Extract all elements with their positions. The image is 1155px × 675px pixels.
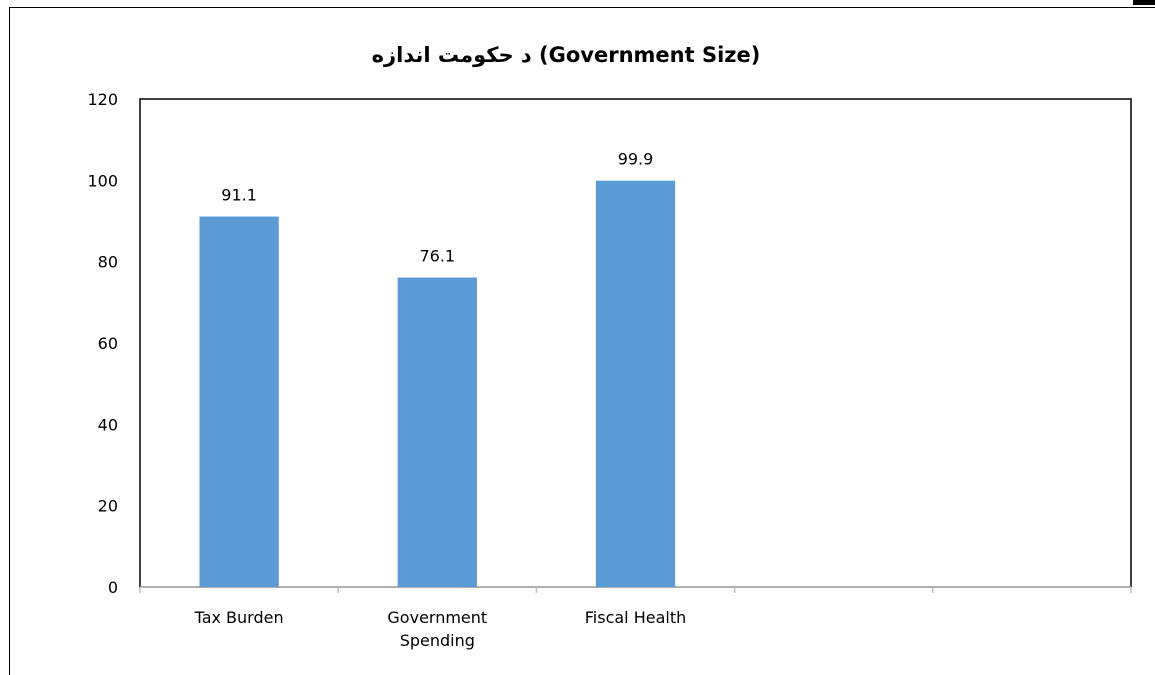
bar bbox=[595, 180, 676, 588]
page-corner-mark bbox=[1133, 0, 1155, 5]
y-tick-label: 120 bbox=[87, 90, 118, 109]
x-category-label: Spending bbox=[400, 631, 475, 650]
y-tick-label: 100 bbox=[87, 171, 118, 190]
bar bbox=[199, 216, 279, 587]
y-tick-label: 0 bbox=[108, 578, 118, 597]
x-category-label: Government bbox=[387, 608, 487, 627]
data-label: 76.1 bbox=[419, 247, 455, 266]
y-tick-label: 40 bbox=[98, 415, 118, 434]
x-category-label: Fiscal Health bbox=[585, 608, 687, 627]
chart-frame bbox=[9, 7, 1155, 675]
y-tick-label: 80 bbox=[98, 253, 118, 272]
y-tick-label: 20 bbox=[98, 497, 118, 516]
y-tick-label: 60 bbox=[98, 334, 118, 353]
data-label: 99.9 bbox=[618, 150, 654, 169]
data-label: 91.1 bbox=[221, 186, 257, 205]
chart-title: د حکومت اندازه (Government Size) bbox=[372, 43, 761, 67]
x-category-label: Tax Burden bbox=[194, 608, 284, 627]
bar bbox=[397, 277, 477, 587]
